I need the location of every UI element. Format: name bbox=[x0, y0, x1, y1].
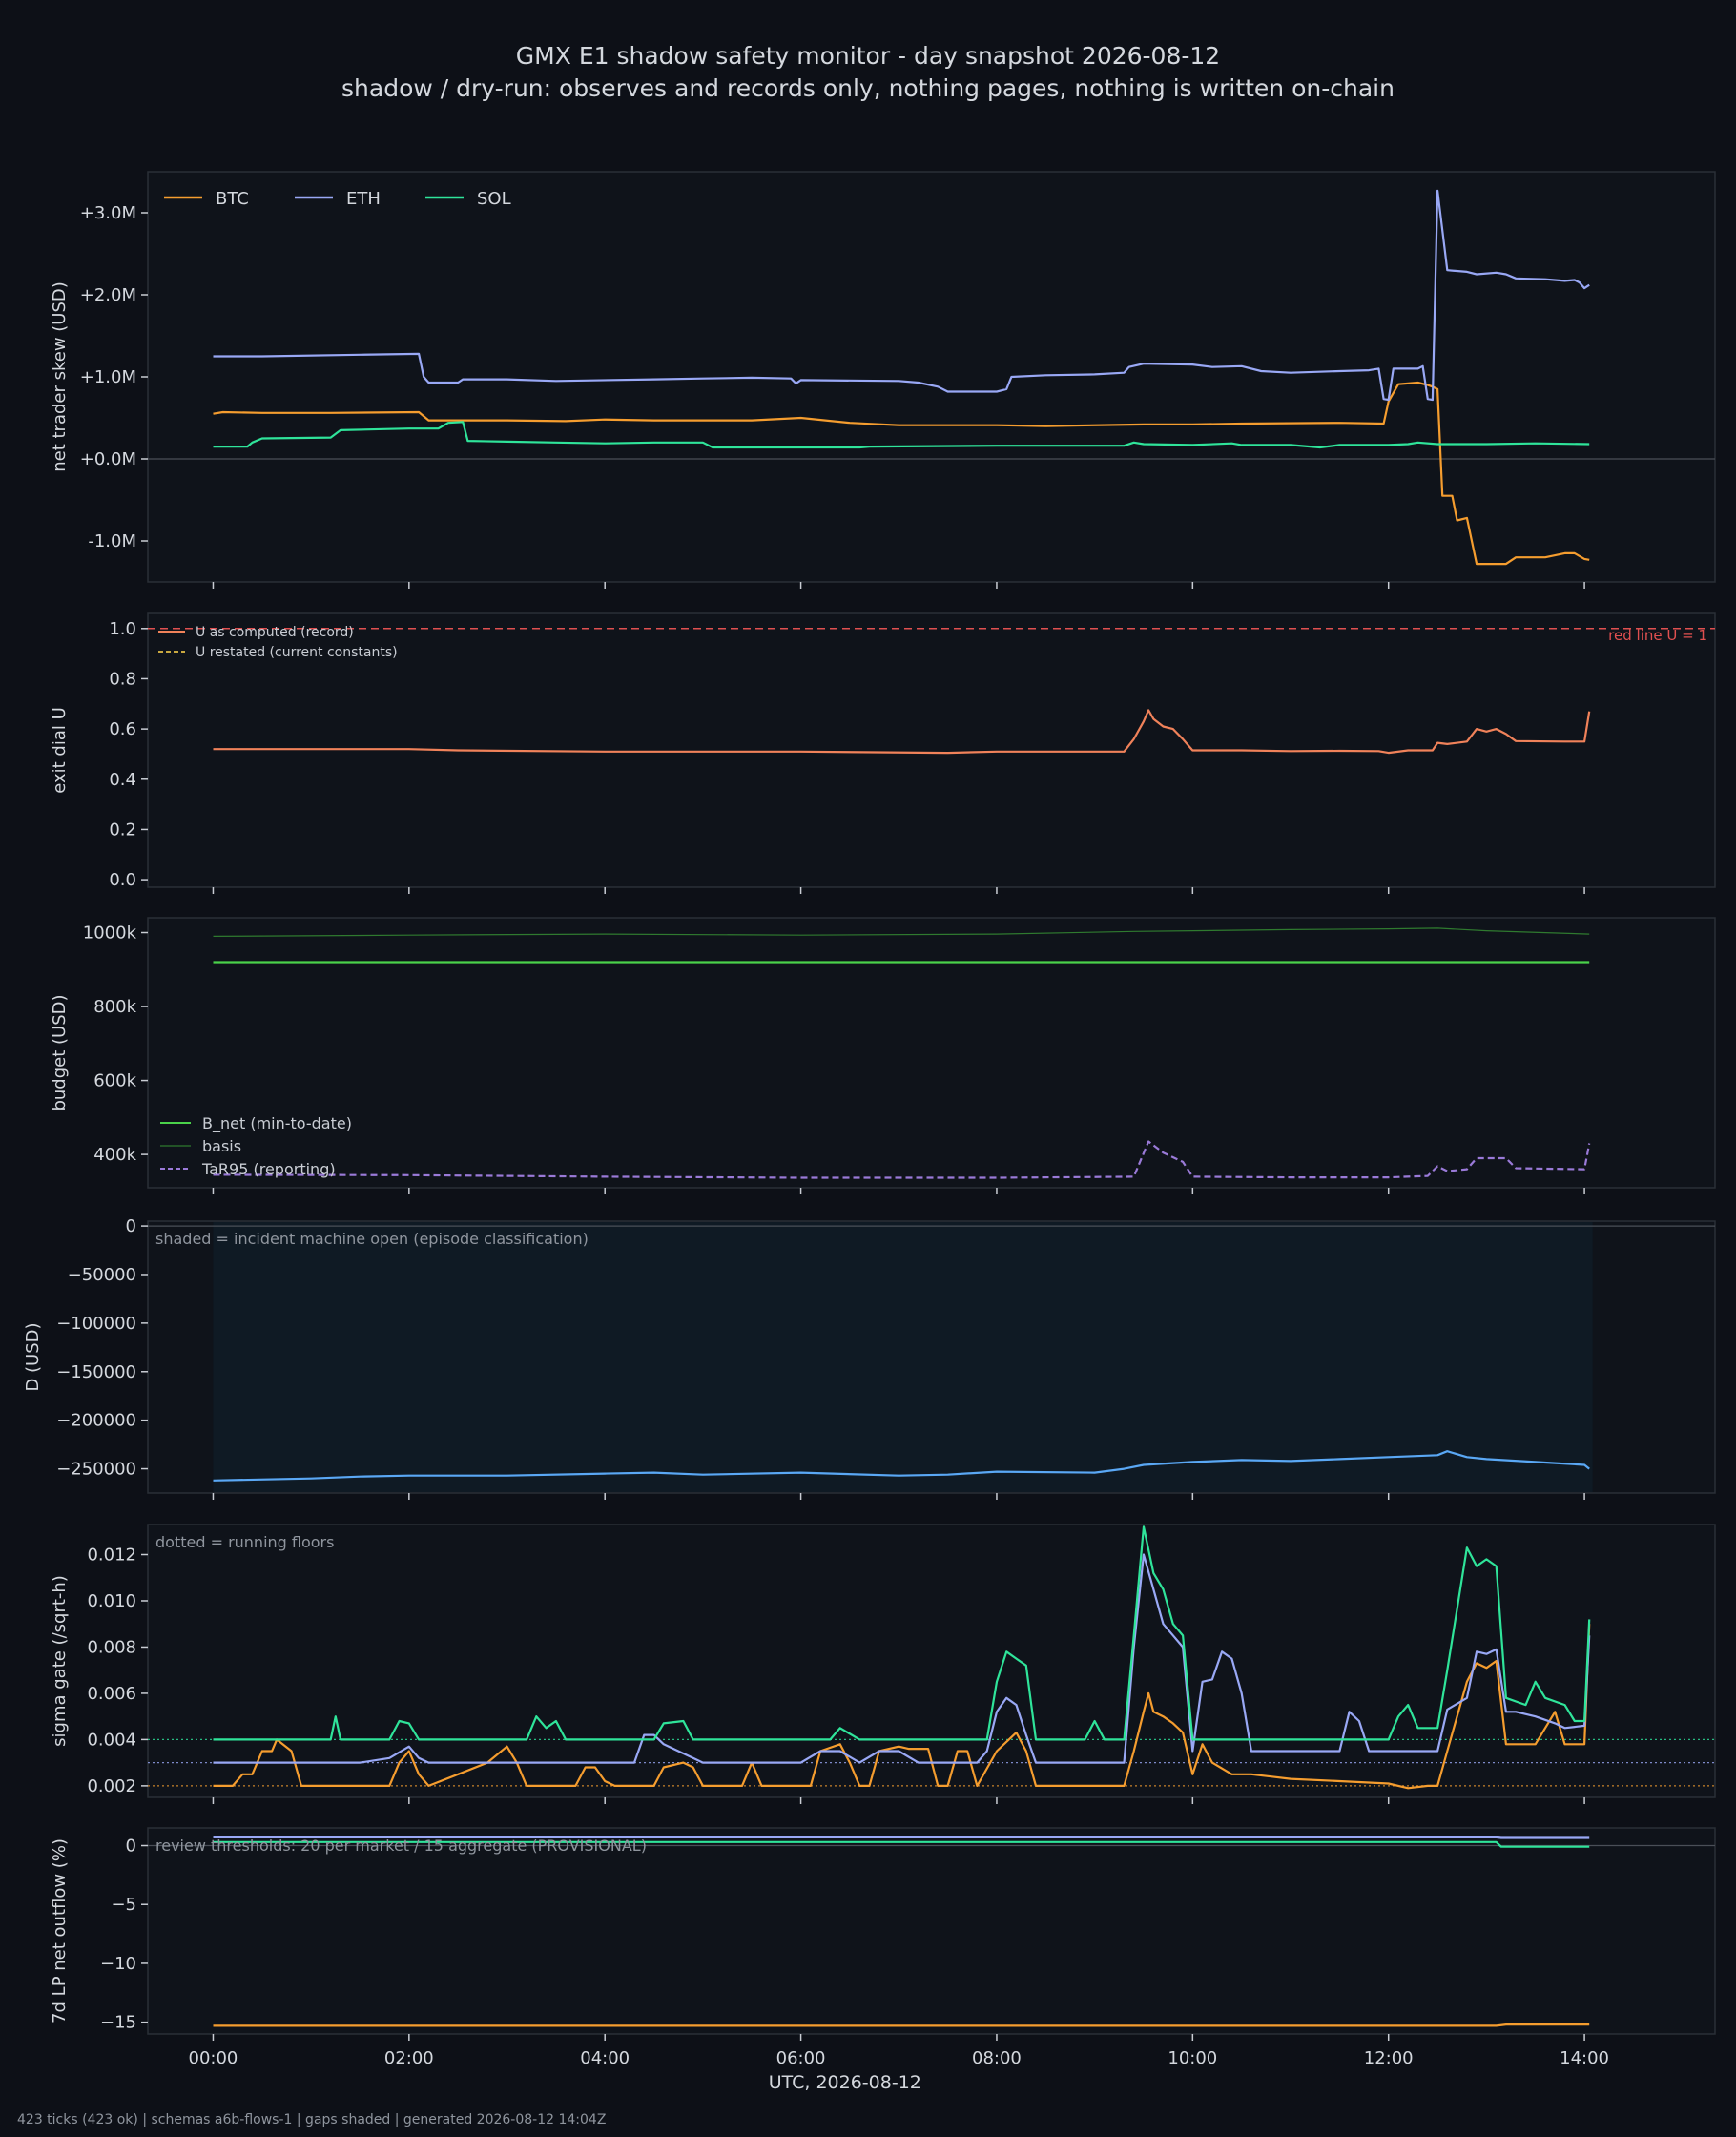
series-line-eth bbox=[213, 1836, 1590, 1839]
y-tick-label: 0.012 bbox=[87, 1546, 136, 1566]
y-tick-label: 0.008 bbox=[87, 1637, 136, 1657]
panel-frame bbox=[147, 171, 1716, 583]
legend-label: ETH bbox=[346, 189, 381, 209]
panel-5: 0.002 0.004 0.006 0.008 0.010 0.012 sigma gate… bbox=[50, 1524, 1716, 1804]
y-tick-label: −10 bbox=[100, 1954, 136, 1974]
panel-4: −250000 −200000 −150000 −100000 −50000 0 D (US… bbox=[23, 1216, 1716, 1500]
y-tick-label: +2.0M bbox=[80, 285, 136, 305]
y-tick-label: 0.0 bbox=[109, 870, 136, 890]
chart-subtitle: shadow / dry-run: observes and records o… bbox=[341, 74, 1395, 102]
y-tick-label: −50000 bbox=[68, 1265, 136, 1285]
y-tick-label: −5 bbox=[111, 1895, 136, 1915]
y-tick-label: 0.004 bbox=[87, 1730, 136, 1750]
y-tick-label: 0.8 bbox=[109, 669, 136, 689]
chart-title: GMX E1 shadow safety monitor - day snaps… bbox=[515, 42, 1221, 70]
y-tick-label: 0.4 bbox=[109, 770, 136, 790]
panel-frame bbox=[147, 1524, 1716, 1798]
y-tick-label: 1000k bbox=[83, 923, 137, 944]
y-axis-label: D (USD) bbox=[23, 1322, 43, 1391]
panel-frame bbox=[147, 1827, 1716, 2035]
legend-label: BTC bbox=[216, 189, 249, 209]
series-line-basis bbox=[213, 927, 1590, 937]
y-tick-label: 0 bbox=[126, 1216, 136, 1236]
y-tick-label: 0.2 bbox=[109, 820, 136, 840]
legend-label: B_net (min-to-date) bbox=[202, 1114, 352, 1133]
series-line-btc bbox=[213, 381, 1590, 566]
red-line-label: red line U = 1 bbox=[1608, 627, 1707, 644]
y-tick-label: 0 bbox=[126, 1836, 136, 1857]
y-tick-label: -1.0M bbox=[88, 531, 136, 551]
series-line-d bbox=[213, 1450, 1590, 1482]
panel-6: −15 −10 −5 0 7d LP net outflow (%) review thr… bbox=[50, 1827, 1716, 2041]
y-tick-label: 800k bbox=[93, 997, 136, 1017]
y-tick-label: 0.6 bbox=[109, 719, 136, 739]
panel-3: 400k 600k 800k 1000k budget (USD) B_net (min-… bbox=[50, 917, 1716, 1194]
panel-2: 0.0 0.2 0.4 0.6 0.8 1.0 exit dial U red line U … bbox=[50, 612, 1716, 894]
series-line-sol bbox=[213, 1840, 1590, 1848]
series-line-u-as-computed-record- bbox=[213, 709, 1591, 755]
y-axis-label: 7d LP net outflow (%) bbox=[50, 1838, 70, 2023]
y-tick-label: +1.0M bbox=[80, 367, 136, 387]
panel-annotation: review thresholds: 20 per market / 15 ag… bbox=[155, 1836, 647, 1855]
y-tick-label: 0.002 bbox=[87, 1776, 136, 1796]
y-tick-label: 0.006 bbox=[87, 1684, 136, 1704]
x-tick-label: 04:00 bbox=[580, 2048, 630, 2068]
x-tick-label: 08:00 bbox=[972, 2048, 1022, 2068]
x-tick-label: 14:00 bbox=[1560, 2048, 1609, 2068]
y-tick-label: 1.0 bbox=[109, 619, 136, 639]
incident-shade bbox=[213, 1222, 1593, 1492]
footer-status: 423 ticks (423 ok) | schemas a6b-flows-1… bbox=[17, 2112, 607, 2127]
chart-title-block: GMX E1 shadow safety monitor - day snaps… bbox=[0, 40, 1736, 105]
y-tick-label: −15 bbox=[100, 2013, 136, 2033]
y-tick-label: −100000 bbox=[56, 1314, 136, 1334]
x-tick-label: 02:00 bbox=[384, 2048, 434, 2068]
y-tick-label: 400k bbox=[93, 1145, 136, 1165]
y-tick-label: −200000 bbox=[56, 1411, 136, 1431]
x-tick-label: 10:00 bbox=[1168, 2048, 1217, 2068]
series-line-tar95-reporting- bbox=[213, 1140, 1591, 1179]
y-tick-label: −150000 bbox=[56, 1362, 136, 1382]
y-axis-label: exit dial U bbox=[50, 707, 70, 794]
y-axis-label: net trader skew (USD) bbox=[50, 281, 70, 472]
y-tick-label: 0.010 bbox=[87, 1591, 136, 1611]
panel-frame bbox=[147, 917, 1716, 1189]
series-line-eth bbox=[213, 1553, 1591, 1764]
legend-label: U restated (current constants) bbox=[196, 645, 398, 660]
series-line-sol bbox=[213, 421, 1590, 449]
legend: BTC ETH SOL bbox=[164, 189, 511, 209]
legend: U as computed (record) U restated (curren… bbox=[158, 625, 398, 660]
x-tick-label: 00:00 bbox=[189, 2048, 238, 2068]
legend-label: TaR95 (reporting) bbox=[201, 1160, 336, 1178]
series-line-sol bbox=[213, 1525, 1591, 1741]
legend: B_net (min-to-date) basis TaR95 (reporting… bbox=[160, 1114, 352, 1178]
series-line-eth bbox=[213, 189, 1590, 402]
panel-annotation: shaded = incident machine open (episode … bbox=[155, 1230, 589, 1248]
panel-1: -1.0M +0.0M +1.0M +2.0M +3.0M net trader skew… bbox=[50, 171, 1716, 589]
legend-label: SOL bbox=[477, 189, 511, 209]
y-axis-label: budget (USD) bbox=[50, 994, 70, 1110]
x-tick-label: 06:00 bbox=[776, 2048, 826, 2068]
panel-annotation: dotted = running floors bbox=[155, 1533, 334, 1551]
x-tick-label: 12:00 bbox=[1364, 2048, 1414, 2068]
y-tick-label: +0.0M bbox=[80, 449, 136, 469]
y-axis-label: sigma gate (/sqrt-h) bbox=[50, 1575, 70, 1747]
series-line-btc bbox=[213, 1624, 1591, 1790]
legend-label: basis bbox=[202, 1137, 241, 1155]
x-axis-label: UTC, 2026-08-12 bbox=[769, 2072, 921, 2093]
y-tick-label: −250000 bbox=[56, 1460, 136, 1480]
y-tick-label: +3.0M bbox=[80, 203, 136, 223]
legend-label: U as computed (record) bbox=[196, 625, 354, 640]
panel-frame bbox=[147, 612, 1716, 888]
series-line-btc bbox=[213, 2023, 1590, 2027]
y-tick-label: 600k bbox=[93, 1071, 136, 1091]
